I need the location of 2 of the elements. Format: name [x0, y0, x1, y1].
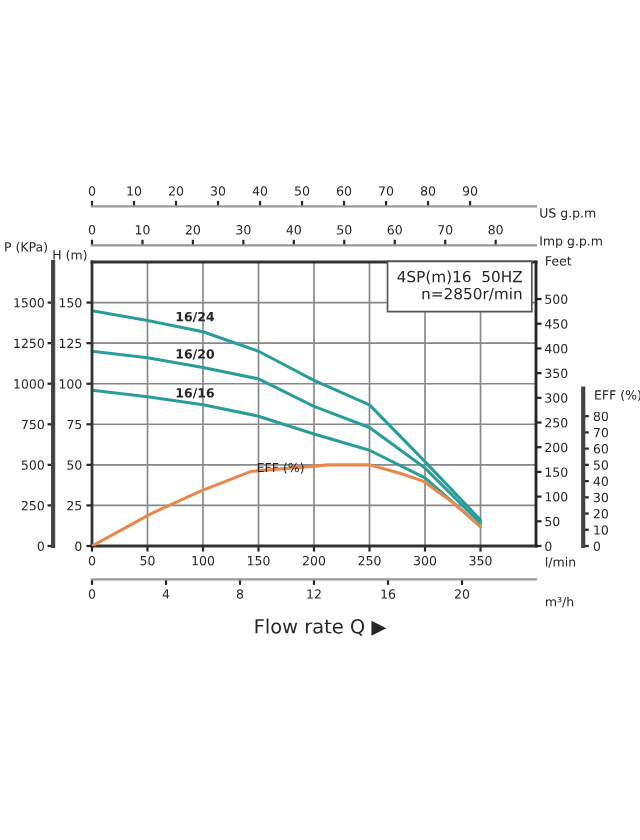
line-series [92, 463, 483, 546]
text: Flow rate Q ▶ [255, 618, 387, 636]
